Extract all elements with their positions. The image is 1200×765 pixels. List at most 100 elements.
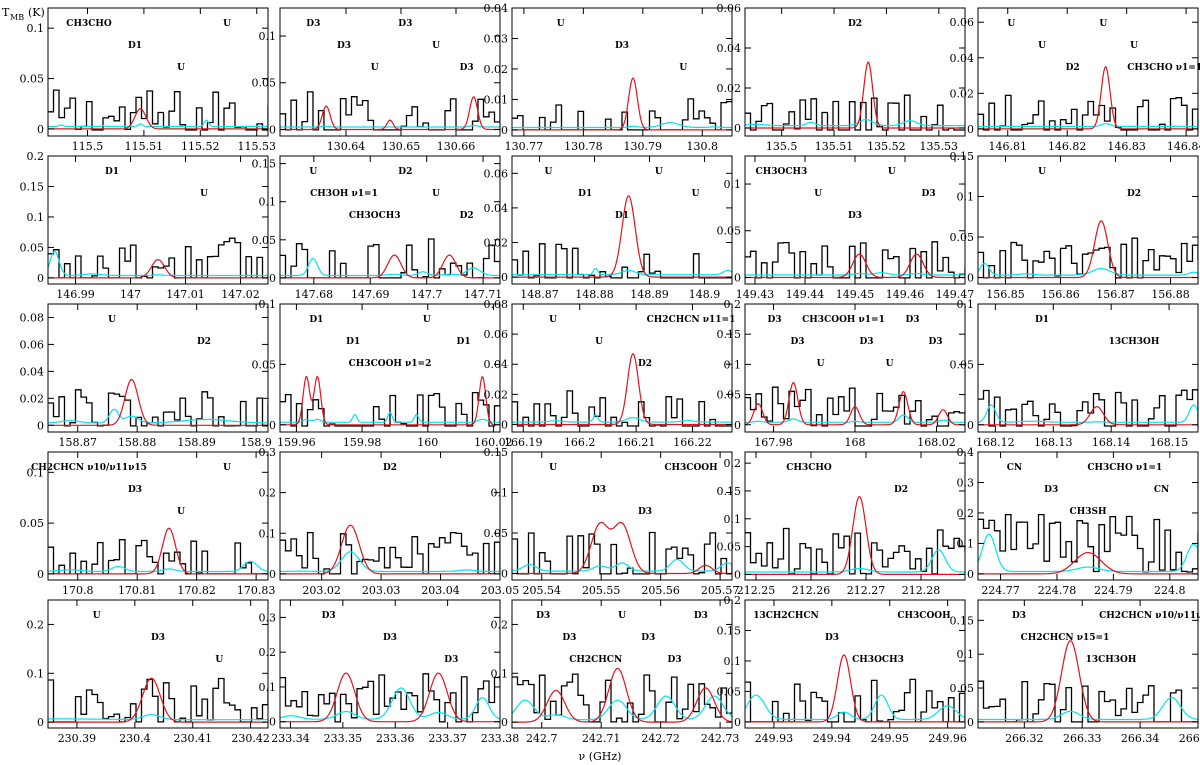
full-model-spectrum [280, 257, 500, 277]
y-tick-label: 0.02 [484, 63, 509, 76]
panel-frame [279, 451, 501, 581]
x-tick-label: 249.93 [755, 732, 794, 745]
line-annotation: D3 [859, 337, 873, 347]
y-tick-label: 0.1 [259, 196, 277, 209]
y-tick-label: 0.06 [717, 2, 742, 15]
y-tick-label: 0.05 [252, 77, 277, 90]
y-tick-label: 0.05 [717, 225, 742, 238]
fit-model-spectrum [280, 672, 500, 723]
line-annotation: U [1038, 167, 1046, 177]
panel-frame [279, 7, 501, 137]
fit-model-spectrum [512, 667, 732, 723]
y-tick-label: 0.04 [717, 42, 742, 55]
x-tick-label: 159.96 [277, 436, 316, 449]
line-annotation: D1 [615, 211, 629, 221]
line-annotation: D3 [322, 611, 336, 621]
line-annotation: U [888, 167, 896, 177]
full-model-spectrum [978, 404, 1198, 423]
y-tick-label: 0.3 [259, 446, 277, 459]
fit-model-spectrum [48, 527, 268, 575]
line-annotation: CN [1007, 463, 1022, 473]
plot-area [48, 237, 268, 279]
x-tick-label: 147.01 [166, 288, 205, 301]
x-tick-label: 224.8 [1154, 584, 1186, 597]
line-annotation: U [432, 41, 440, 51]
line-annotation: D1 [457, 337, 471, 347]
x-tick-label: 159.98 [343, 436, 382, 449]
y-tick-label: 0 [37, 272, 44, 285]
line-annotation: D3 [337, 41, 351, 51]
fit-model-spectrum [280, 96, 500, 131]
full-model-spectrum [745, 694, 965, 721]
y-tick-label: 0.1 [259, 298, 277, 311]
x-tick-label: 160 [417, 436, 438, 449]
x-tick-label: 167.98 [754, 436, 793, 449]
y-tick-label: 0.1 [491, 487, 509, 500]
y-tick-label: 0 [501, 568, 508, 581]
y-tick-label: 0.2 [491, 618, 509, 631]
y-tick-label: 0.04 [950, 52, 975, 65]
y-tick-label: 0 [734, 419, 741, 432]
spectrum-panel-23: 0 0.1 0.2 242.7 242.71 242.72 242.73 D3 D3 CH2CHC… [491, 599, 739, 745]
plot-area [512, 667, 732, 723]
line-annotation: D1 [1035, 315, 1049, 325]
line-annotation: D1 [578, 189, 592, 199]
y-tick-label: 0.1 [27, 22, 45, 35]
y-tick-label: 0.04 [484, 358, 509, 371]
x-tick-label: 130.65 [382, 140, 421, 153]
line-annotation: U [423, 315, 431, 325]
y-tick-label: 0.02 [484, 388, 509, 401]
fit-model-spectrum [280, 524, 500, 575]
y-tick-label: 0.15 [950, 614, 975, 627]
plot-area [978, 640, 1198, 723]
y-tick-label: 0.2 [724, 298, 742, 311]
y-tick-label: 0.1 [957, 191, 975, 204]
y-tick-label: 0.1 [259, 681, 277, 694]
line-annotation: D3 [848, 211, 862, 221]
line-annotation: U [108, 315, 116, 325]
line-annotation: U [595, 337, 603, 347]
spectrum-panel-2: 0 0.05 0.1 130.64 130.65 130.66 D3 D3 U D3 U D3 [252, 7, 501, 153]
y-tick-label: 0.1 [724, 655, 742, 668]
y-tick-label: 0.05 [20, 73, 45, 86]
line-annotation: D3 [562, 633, 576, 643]
fit-model-spectrum [978, 66, 1198, 130]
y-tick-label: 0.15 [252, 158, 277, 171]
line-annotation: D3 [825, 633, 839, 643]
observed-spectrum [280, 91, 500, 131]
y-tick-label: 0.05 [20, 241, 45, 254]
y-tick-label: 0 [37, 716, 44, 729]
x-tick-label: 146.82 [1048, 140, 1087, 153]
plot-area [978, 389, 1198, 427]
y-tick-label: 0.15 [717, 328, 742, 341]
x-tick-label: 233.38 [481, 732, 520, 745]
fit-model-spectrum [745, 61, 965, 129]
x-tick-label: 170.82 [177, 584, 216, 597]
plot-area [280, 672, 500, 723]
line-annotation: D3 [668, 655, 682, 665]
full-model-spectrum [978, 262, 1198, 276]
line-annotation: D2 [1066, 63, 1080, 73]
y-tick-label: 0.4 [957, 446, 975, 459]
full-model-spectrum [280, 687, 500, 720]
x-tick-label: 266.34 [1121, 732, 1160, 745]
y-tick-label: 0.05 [252, 358, 277, 371]
spectrum-panel-24: 0 0.05 0.1 0.15 0.2 249.93 249.94 249.95 249.96 1… [717, 594, 967, 745]
observed-spectrum [745, 241, 965, 279]
line-annotation: D3 [905, 315, 919, 325]
y-tick-label: 0.15 [484, 446, 509, 459]
line-annotation: CH3OH ν1=1 [310, 189, 378, 199]
x-tick-label: 149.45 [836, 288, 875, 301]
full-model-spectrum [978, 122, 1198, 128]
spectrum-panel-20: 0 0.1 0.2 0.3 0.4 224.77 224.78 224.79 224.8 CN D3… [957, 446, 1199, 597]
y-tick-label: 0.02 [717, 82, 742, 95]
line-annotation: D2 [638, 359, 652, 369]
y-tick-label: 0.3 [957, 476, 975, 489]
line-annotation: D3 [922, 189, 936, 199]
x-tick-label: 242.71 [582, 732, 621, 745]
y-tick-label: 0.04 [484, 2, 509, 15]
observed-spectrum [512, 531, 732, 575]
line-annotation: CH3COOH ν1=2 [349, 359, 432, 369]
y-tick-label: 0 [967, 568, 974, 581]
y-tick-label: 0.2 [27, 618, 45, 631]
